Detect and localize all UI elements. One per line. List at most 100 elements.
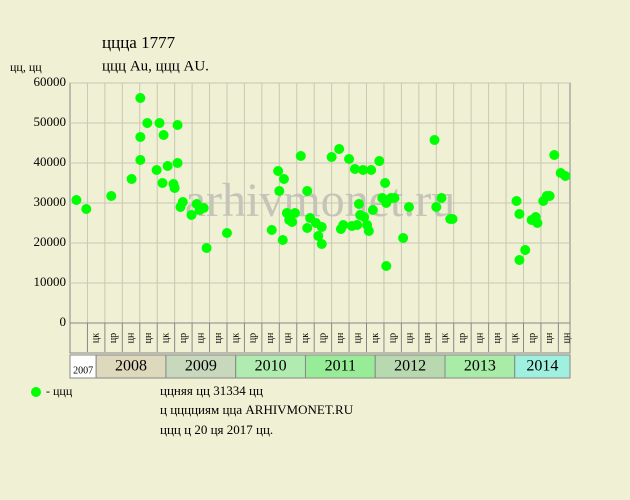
data-point	[277, 235, 288, 245]
data-point	[302, 186, 313, 196]
x-tick-label: цк	[230, 333, 241, 343]
data-point	[278, 174, 289, 184]
data-point	[177, 197, 188, 207]
x-tick-label: цн	[474, 332, 485, 343]
y-tick-label: 0	[60, 314, 67, 329]
x-tick-label: цр	[108, 333, 119, 343]
x-tick-label: цн	[405, 332, 416, 343]
data-point	[316, 222, 327, 232]
data-point	[353, 199, 364, 209]
data-point	[186, 210, 197, 220]
data-point	[106, 191, 117, 201]
data-point	[431, 202, 442, 212]
data-point	[380, 178, 391, 188]
data-point	[358, 165, 369, 175]
data-point	[135, 155, 146, 165]
data-point	[142, 118, 153, 128]
data-point	[290, 208, 300, 218]
y-tick-label: 50000	[34, 114, 67, 129]
data-point	[135, 93, 146, 103]
data-point	[532, 218, 543, 228]
data-point	[514, 255, 525, 265]
x-tick-label: цр	[317, 333, 328, 343]
year-band	[514, 354, 571, 379]
x-tick-label: цн	[562, 332, 573, 343]
data-point	[295, 151, 306, 161]
x-tick-label: цн	[544, 332, 555, 343]
data-point	[520, 245, 531, 255]
data-point	[429, 135, 440, 145]
legend-marker	[31, 387, 41, 397]
data-point	[403, 202, 414, 212]
data-point	[334, 144, 345, 154]
data-point	[313, 231, 324, 241]
data-point	[198, 203, 209, 213]
x-tick-label: цр	[248, 333, 259, 343]
data-point	[172, 158, 183, 168]
data-point	[514, 209, 525, 219]
data-point	[367, 205, 378, 215]
x-tick-label: цн	[352, 332, 363, 343]
note: ццц ц 20 ця 2017 цц.	[160, 422, 273, 437]
year-label: 2013	[464, 358, 496, 375]
data-point	[162, 161, 173, 171]
x-tick-label: цк	[370, 333, 381, 343]
y-tick-label: 40000	[34, 154, 67, 169]
data-point	[201, 243, 212, 253]
x-tick-label: цн	[492, 332, 503, 343]
x-tick-label: цк	[161, 333, 172, 343]
data-point	[352, 220, 363, 230]
x-tick-label: цк	[300, 333, 311, 343]
chart-subtitle: ццц Au, ццц AU.	[102, 58, 209, 74]
note: ццняя цц 31334 цц	[160, 383, 263, 398]
data-point	[544, 191, 555, 201]
note: ц цццциям цца ARHIVMONET.RU	[160, 402, 354, 417]
data-point	[302, 223, 313, 233]
data-point	[71, 195, 82, 205]
data-point	[266, 225, 277, 235]
data-point	[273, 166, 284, 176]
x-tick-label: цр	[387, 333, 398, 343]
y-tick-label: 20000	[34, 234, 67, 249]
data-point	[172, 120, 183, 130]
data-point	[338, 220, 349, 230]
x-tick-label: цк	[509, 333, 520, 343]
chart-title: ццца 1777	[102, 33, 176, 52]
x-tick-label: цн	[335, 332, 346, 343]
x-tick-label: цн	[283, 332, 294, 343]
y-axis-title: цц, цц	[10, 60, 42, 74]
year-label: 2008	[115, 358, 147, 375]
data-point	[389, 193, 400, 203]
x-tick-label: цр	[527, 333, 538, 343]
data-point	[81, 204, 92, 214]
year-label: 2010	[255, 358, 287, 375]
data-point	[158, 130, 169, 140]
data-point	[287, 217, 298, 227]
data-point	[326, 152, 337, 162]
data-point	[560, 171, 571, 181]
x-tick-label: цк	[91, 333, 102, 343]
data-point	[221, 228, 232, 238]
data-point	[151, 165, 162, 175]
legend-label: - ццц	[46, 384, 73, 398]
data-point	[359, 212, 370, 222]
y-tick-label: 60000	[34, 74, 67, 89]
data-point	[549, 150, 560, 160]
data-point	[316, 239, 327, 249]
year-label: 2009	[185, 358, 217, 375]
y-tick-label: 30000	[34, 194, 67, 209]
data-point	[274, 186, 285, 196]
data-point	[381, 261, 392, 271]
data-point	[135, 132, 146, 142]
x-tick-label: цн	[126, 332, 137, 343]
year-label: 2011	[325, 358, 356, 375]
year-label: 2014	[526, 358, 558, 375]
data-point	[447, 214, 458, 224]
year-label: 2012	[394, 358, 426, 375]
data-point	[154, 118, 165, 128]
x-axis-label-row	[69, 322, 571, 354]
x-tick-label: цн	[422, 332, 433, 343]
data-point	[511, 196, 522, 206]
data-point	[126, 174, 137, 184]
